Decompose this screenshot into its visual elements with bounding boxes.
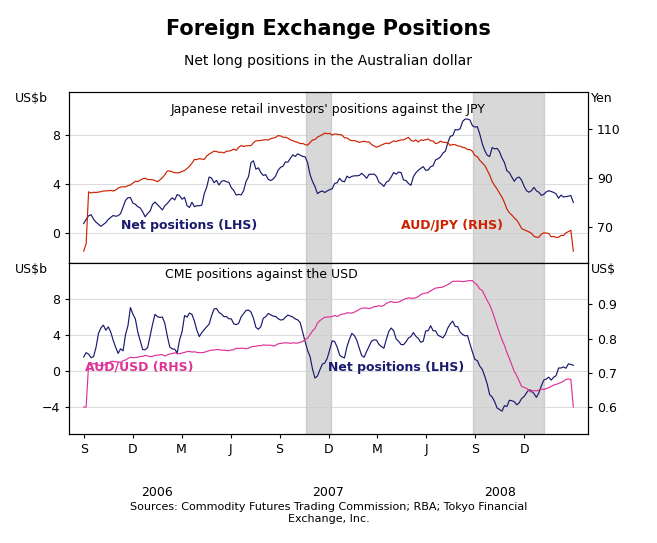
Text: AUD/JPY (RHS): AUD/JPY (RHS) [401,219,503,232]
Text: Japanese retail investors' positions against the JPY: Japanese retail investors' positions aga… [171,103,486,116]
Text: Foreign Exchange Positions: Foreign Exchange Positions [166,19,491,39]
Text: 2008: 2008 [484,485,516,498]
Bar [473,92,544,263]
Bar [306,263,331,434]
Bar [473,263,544,434]
Text: Net long positions in the Australian dollar: Net long positions in the Australian dol… [185,54,472,68]
Text: AUD/USD (RHS): AUD/USD (RHS) [85,361,193,374]
Text: US$: US$ [591,263,616,276]
Text: US$b: US$b [14,263,47,276]
Text: Yen: Yen [591,92,612,105]
Text: Net positions (LHS): Net positions (LHS) [121,219,257,232]
Text: Sources: Commodity Futures Trading Commission; RBA; Tokyo Financial
Exchange, In: Sources: Commodity Futures Trading Commi… [130,502,527,524]
Text: US$b: US$b [14,92,47,105]
Text: 2006: 2006 [141,485,173,498]
Text: 2007: 2007 [313,485,344,498]
Bar [306,92,331,263]
Text: CME positions against the USD: CME positions against the USD [165,268,357,281]
Text: Net positions (LHS): Net positions (LHS) [328,361,464,374]
